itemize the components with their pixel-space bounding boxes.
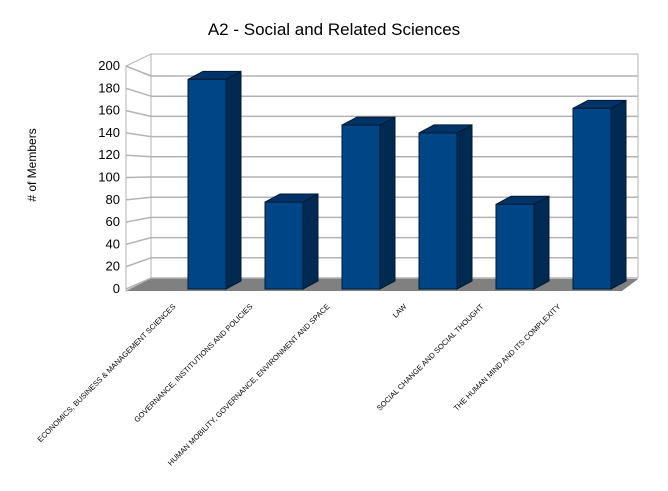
bar-front bbox=[264, 201, 304, 290]
side-gridline bbox=[125, 216, 152, 223]
bar bbox=[341, 116, 396, 290]
side-gridline bbox=[125, 65, 152, 77]
bar-front bbox=[495, 203, 535, 290]
side-gridline bbox=[125, 236, 152, 246]
y-tick-label: 0 bbox=[113, 281, 120, 296]
bar bbox=[495, 195, 550, 290]
bar-side bbox=[225, 70, 242, 290]
y-axis-title: # of Members bbox=[25, 128, 39, 201]
bar-side bbox=[456, 124, 473, 290]
side-gridline bbox=[125, 132, 152, 138]
side-gridline bbox=[125, 196, 152, 201]
y-tick-label: 140 bbox=[98, 125, 120, 140]
bar-front bbox=[572, 107, 612, 290]
y-tick-label: 160 bbox=[98, 103, 120, 118]
y-tick-label: 40 bbox=[106, 236, 120, 251]
bar-side bbox=[302, 193, 319, 290]
bar bbox=[572, 99, 627, 290]
side-gridline bbox=[125, 109, 152, 118]
y-tick-label: 180 bbox=[98, 80, 120, 95]
chart-title: A2 - Social and Related Sciences bbox=[208, 20, 460, 39]
x-tick-label: ECONOMICS, BUSINESS & MANAGEMENT SCIENCE… bbox=[36, 302, 178, 444]
x-tick-label: LAW bbox=[391, 301, 409, 319]
side-gridline bbox=[125, 257, 152, 268]
bar bbox=[418, 124, 473, 290]
side-gridline bbox=[125, 176, 152, 179]
side-gridline bbox=[125, 87, 152, 97]
y-tick-label: 80 bbox=[106, 192, 120, 207]
y-tick-label: 100 bbox=[98, 170, 120, 185]
x-tick-label: HUMAN MOBILITY, GOVERNANCE, ENVIRONMENT … bbox=[166, 302, 331, 467]
bar-side bbox=[533, 195, 550, 290]
side-gridline bbox=[125, 277, 152, 290]
bar bbox=[264, 193, 319, 290]
bar-side bbox=[610, 99, 627, 290]
y-tick-label: 120 bbox=[98, 147, 120, 162]
bar bbox=[187, 70, 242, 290]
y-tick-label: 200 bbox=[98, 58, 120, 73]
y-tick-label: 60 bbox=[106, 214, 120, 229]
bar-front bbox=[418, 132, 458, 290]
bar-front bbox=[187, 78, 227, 290]
bar-side bbox=[379, 116, 396, 290]
side-gridline bbox=[125, 154, 152, 158]
x-tick-label: GOVERNANCE, INSTITUTIONS AND POLICIES bbox=[132, 302, 254, 424]
bar-front bbox=[341, 124, 381, 290]
y-tick-label: 20 bbox=[106, 259, 120, 274]
